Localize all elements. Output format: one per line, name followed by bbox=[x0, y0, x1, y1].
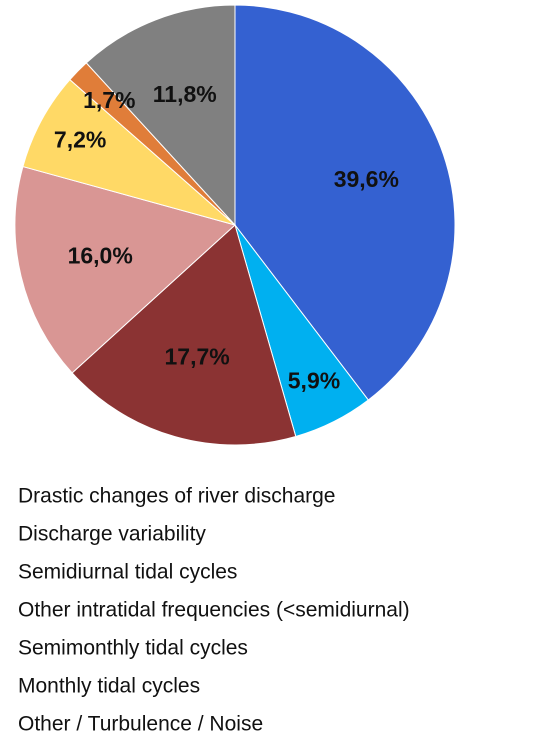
data-label: 16,0% bbox=[68, 242, 133, 268]
legend-entry: Discharge variability bbox=[18, 523, 206, 546]
pie-slice bbox=[234, 4, 456, 401]
data-label: 11,8% bbox=[153, 81, 217, 107]
pie-slice bbox=[22, 78, 236, 226]
pie-slice bbox=[71, 224, 297, 446]
legend-entry: Semidiurnal tidal cycles bbox=[18, 561, 237, 584]
legend-entry: Semimonthly tidal cycles bbox=[18, 637, 248, 660]
pie-slice bbox=[85, 4, 236, 227]
data-label: 7,2% bbox=[54, 126, 106, 152]
data-label: 1,7% bbox=[83, 87, 135, 113]
data-label: 39,6% bbox=[334, 166, 399, 192]
legend-entry: Other intratidal frequencies (<semidiurn… bbox=[18, 599, 410, 622]
legend-entry: Drastic changes of river discharge bbox=[18, 485, 335, 508]
legend-entry: Monthly tidal cycles bbox=[18, 675, 200, 698]
data-label: 17,7% bbox=[165, 343, 230, 369]
legend-entry: Other / Turbulence / Noise bbox=[18, 713, 263, 736]
pie-slice bbox=[14, 165, 237, 374]
data-label: 5,9% bbox=[288, 367, 340, 393]
